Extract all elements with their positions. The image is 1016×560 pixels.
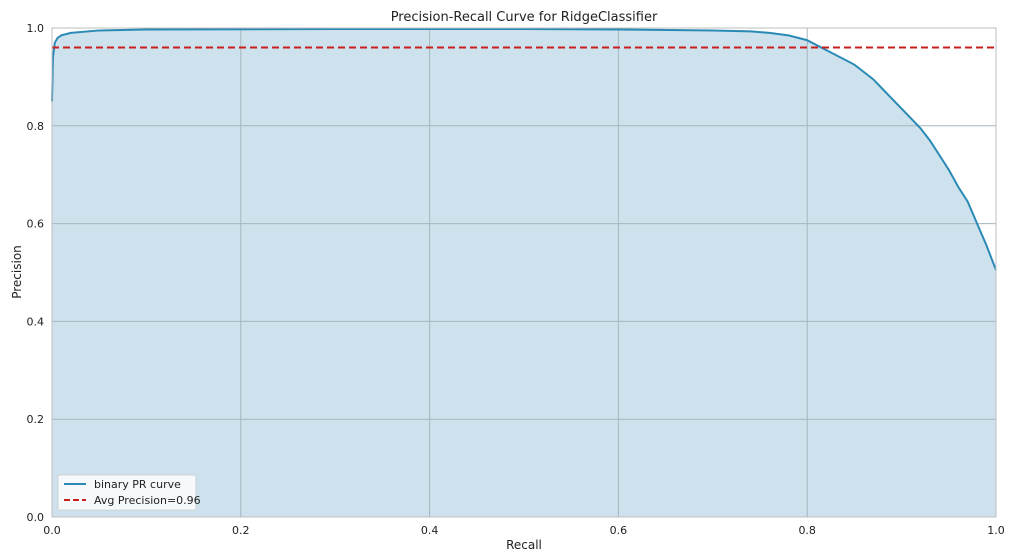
y-tick-label: 0.0 [27, 511, 45, 524]
x-tick-label: 0.4 [421, 524, 439, 537]
series [51, 27, 997, 271]
x-axis-label: Recall [506, 538, 542, 552]
legend-label-avg-precision: Avg Precision=0.96 [94, 494, 201, 507]
y-tick-label: 0.4 [27, 315, 45, 328]
x-tick-label: 0.2 [232, 524, 250, 537]
y-axis-label: Precision [10, 245, 24, 299]
legend-label-pr-curve: binary PR curve [94, 478, 181, 491]
pr-curve-fill [52, 28, 996, 517]
y-tick-label: 0.6 [27, 218, 45, 231]
x-tick-label: 0.0 [43, 524, 61, 537]
x-tick-label: 0.6 [610, 524, 628, 537]
ticks: 0.0 0.2 0.4 0.6 0.8 1.0 0.0 0.2 0.4 0.6 0.8 1.0 [27, 22, 1005, 537]
legend: binary PR curve Avg Precision=0.96 [57, 474, 201, 511]
pr-curve-line [51, 27, 997, 271]
y-tick-label: 0.2 [27, 413, 45, 426]
plot-frame [51, 27, 997, 518]
pr-area-fill [52, 28, 996, 517]
x-tick-label: 1.0 [987, 524, 1005, 537]
legend-box [57, 474, 197, 511]
x-tick-label: 0.8 [798, 524, 816, 537]
chart-title: Precision-Recall Curve for RidgeClassifi… [391, 10, 658, 25]
y-tick-label: 0.8 [27, 120, 45, 133]
y-tick-label: 1.0 [27, 22, 45, 35]
plot-border [51, 27, 997, 518]
